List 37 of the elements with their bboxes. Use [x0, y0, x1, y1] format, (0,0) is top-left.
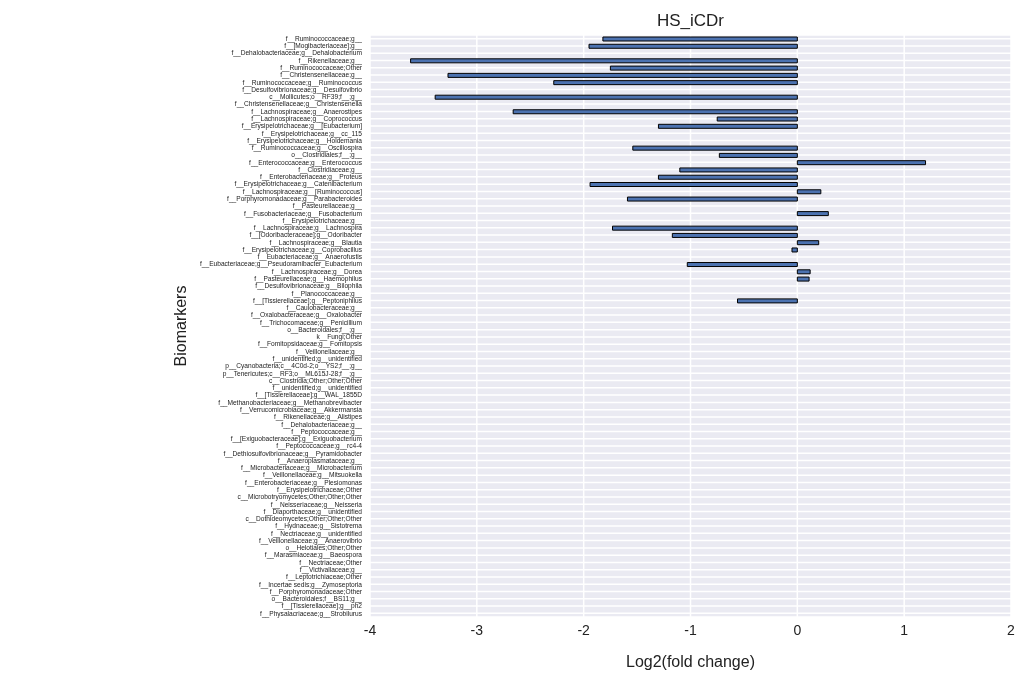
bar: [657, 123, 798, 129]
bar: [632, 145, 798, 151]
bar: [589, 182, 798, 187]
bar: [512, 109, 798, 115]
bar: [796, 240, 820, 246]
bar: [796, 189, 822, 195]
chart-title: HS_iCDr: [656, 11, 725, 30]
bar: [791, 247, 798, 253]
bar: [434, 94, 798, 100]
y-axis-title: Biomarkers: [171, 285, 189, 367]
bar: [671, 232, 798, 238]
bar: [609, 65, 798, 71]
bar: [716, 116, 798, 122]
x-tick-label: 1: [900, 621, 909, 638]
x-tick-label: -4: [363, 621, 377, 638]
bar: [686, 262, 798, 268]
bar: [737, 298, 798, 304]
bar: [626, 196, 798, 202]
bar: [447, 72, 798, 78]
bar: [657, 174, 798, 180]
bar: [612, 225, 798, 231]
bar: [718, 152, 798, 158]
bar: [796, 160, 927, 166]
bar: [410, 58, 798, 64]
bar: [588, 43, 798, 49]
bar: [796, 211, 829, 217]
bar: [553, 80, 798, 86]
x-tick-label: -1: [684, 621, 697, 638]
x-axis-title: Log2(fold change): [626, 653, 755, 670]
bar: [602, 36, 798, 42]
x-tick-label: -2: [577, 621, 591, 638]
bar: [679, 167, 798, 173]
x-tick-label: 2: [1007, 621, 1016, 638]
x-tick-label: 0: [793, 621, 802, 638]
bar: [796, 276, 810, 282]
x-tick-label: -3: [470, 621, 484, 638]
bar: [796, 269, 811, 275]
